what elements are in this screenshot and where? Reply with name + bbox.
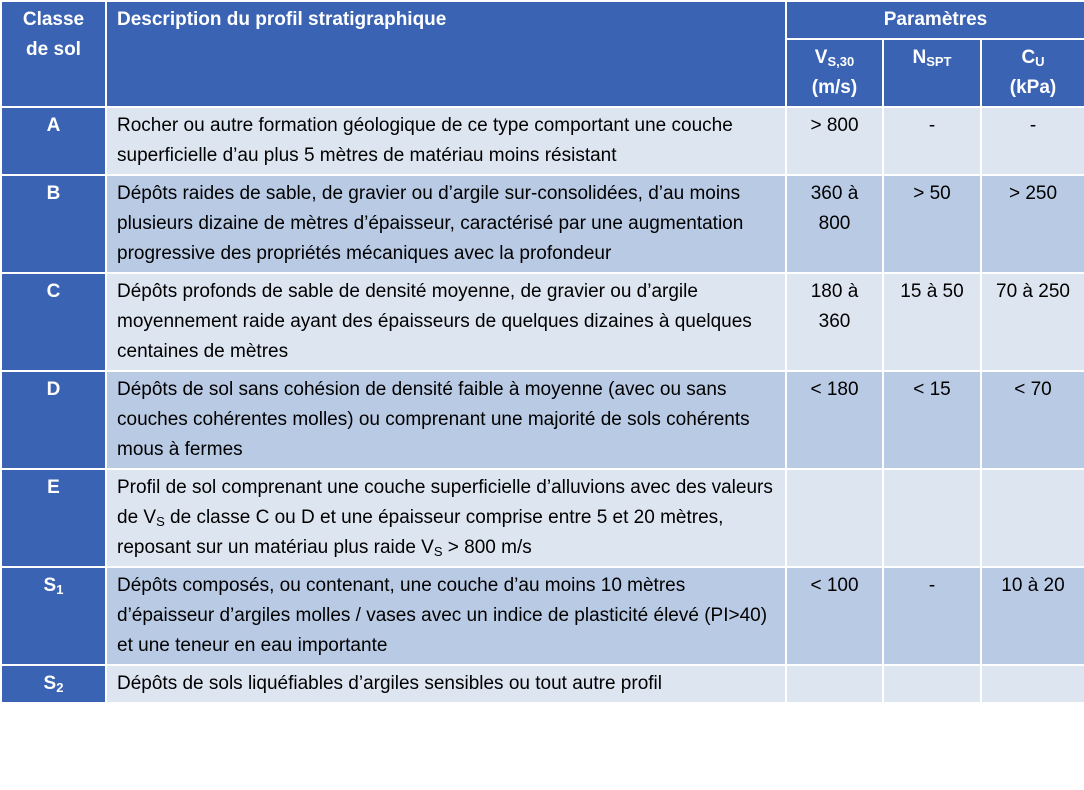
parameter-cell: < 15 <box>882 370 982 470</box>
soil-class-table: Classe de sol Description du profil stra… <box>0 0 1084 704</box>
description-text: Dépôts raides de sable, de gravier ou d’… <box>117 183 744 264</box>
table-row: E Profil de sol comprenant une couche sup… <box>0 468 1084 568</box>
parameter-column-header: NSPT <box>882 38 982 108</box>
label-main: B <box>46 183 61 204</box>
label-subscript: 1 <box>56 582 64 597</box>
description-text: > 800 m/s <box>442 537 532 558</box>
description-header: Description du profil stratigraphique <box>105 0 787 108</box>
table-row: D Dépôts de sol sans cohésion de densité … <box>0 370 1084 470</box>
label-main: E <box>47 477 60 498</box>
description-cell: Dépôts de sols liquéfiables d’argiles se… <box>105 664 787 704</box>
parameter-cell <box>980 468 1084 568</box>
class-cell: E <box>0 468 107 568</box>
description-cell: Dépôts profonds de sable de densité moye… <box>105 272 787 372</box>
label-main: V <box>814 47 828 68</box>
description-text: Rocher ou autre formation géologique de … <box>117 115 733 166</box>
description-text: Dépôts de sols liquéfiables d’argiles se… <box>117 673 662 694</box>
parameter-cell: 15 à 50 <box>882 272 982 372</box>
parameter-cell: - <box>882 566 982 666</box>
parameter-cell: < 100 <box>785 566 884 666</box>
class-cell: S1 <box>0 566 107 666</box>
parameter-cell <box>882 664 982 704</box>
parameter-cell: > 800 <box>785 106 884 176</box>
description-cell: Dépôts raides de sable, de gravier ou d’… <box>105 174 787 274</box>
table-row: S2 Dépôts de sols liquéfiables d’argiles … <box>0 664 1084 704</box>
label-main: S <box>43 575 57 596</box>
description-text: Dépôts profonds de sable de densité moye… <box>117 281 752 362</box>
parameter-cell <box>785 664 884 704</box>
label-subscript: U <box>1035 54 1045 69</box>
parameter-cell <box>882 468 982 568</box>
class-cell: A <box>0 106 107 176</box>
label-subscript: 2 <box>56 680 64 695</box>
parameter-cell: - <box>980 106 1084 176</box>
label-main: A <box>46 115 61 136</box>
label-main: S <box>43 673 57 694</box>
parameter-cell: > 50 <box>882 174 982 274</box>
description-text: de classe C ou D et une épaisseur compri… <box>117 507 724 558</box>
class-cell: B <box>0 174 107 274</box>
description-cell: Dépôts composés, ou contenant, une couch… <box>105 566 787 666</box>
parameter-cell: 180 à 360 <box>785 272 884 372</box>
label-main: D <box>46 379 61 400</box>
parameter-column-header: CU (kPa) <box>980 38 1084 108</box>
class-cell: S2 <box>0 664 107 704</box>
table-row: B Dépôts raides de sable, de gravier ou d… <box>0 174 1084 274</box>
parameter-column-header: VS,30 (m/s) <box>785 38 884 108</box>
description-subscript: S <box>156 514 165 529</box>
description-text: Dépôts de sol sans cohésion de densité f… <box>117 379 750 460</box>
table-row: A Rocher ou autre formation géologique de… <box>0 106 1084 176</box>
parameter-cell: 10 à 20 <box>980 566 1084 666</box>
label-unit: (kPa) <box>1009 77 1057 98</box>
description-cell: Rocher ou autre formation géologique de … <box>105 106 787 176</box>
table-row: C Dépôts profonds de sable de densité moy… <box>0 272 1084 372</box>
class-cell: C <box>0 272 107 372</box>
label-subscript: SPT <box>926 54 952 69</box>
description-cell: Profil de sol comprenant une couche supe… <box>105 468 787 568</box>
parameter-cell: < 70 <box>980 370 1084 470</box>
parameter-cell: 360 à 800 <box>785 174 884 274</box>
label-main: C <box>46 281 61 302</box>
description-subscript: S <box>433 544 443 559</box>
table-row: S1 Dépôts composés, ou contenant, une cou… <box>0 566 1084 666</box>
description-text: Profil de sol comprenant une couche supe… <box>117 477 773 528</box>
parameters-header: Paramètres <box>785 0 1084 40</box>
parameter-cell: 70 à 250 <box>980 272 1084 372</box>
class-cell: D <box>0 370 107 470</box>
label-main: C <box>1021 47 1036 68</box>
label-unit: (m/s) <box>811 77 858 98</box>
label-subscript: S,30 <box>827 54 855 69</box>
parameter-cell: - <box>882 106 982 176</box>
parameter-cell <box>980 664 1084 704</box>
class-header: Classe de sol <box>0 0 107 108</box>
description-cell: Dépôts de sol sans cohésion de densité f… <box>105 370 787 470</box>
parameter-cell: > 250 <box>980 174 1084 274</box>
parameter-cell <box>785 468 884 568</box>
parameter-cell: < 180 <box>785 370 884 470</box>
label-main: N <box>912 47 927 68</box>
description-text: Dépôts composés, ou contenant, une couch… <box>117 575 768 656</box>
